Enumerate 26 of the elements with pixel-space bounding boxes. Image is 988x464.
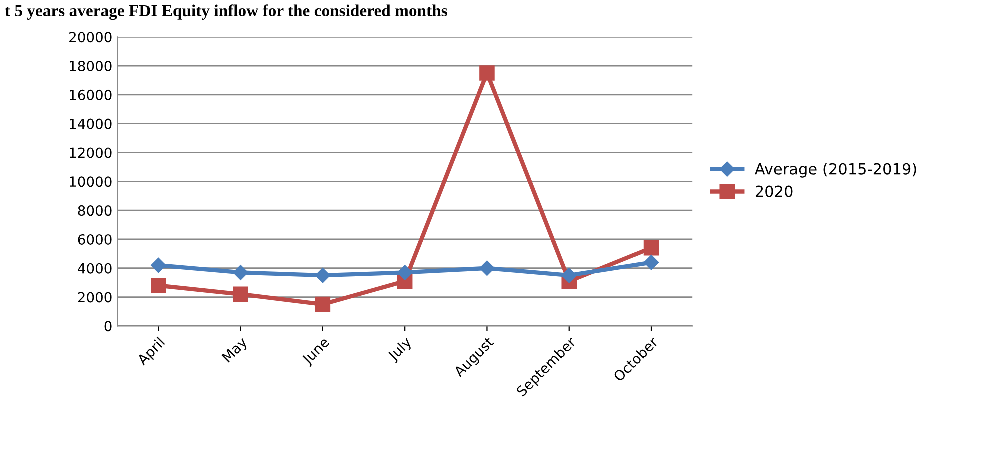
legend-label: Average (2015-2019): [754, 163, 916, 178]
point: [233, 286, 248, 302]
y-tick-label: 6000: [78, 234, 112, 245]
y-tick-label: 14000: [70, 118, 112, 130]
legend-label: 2020: [756, 186, 793, 198]
chart-title: t 5 years average FDI Equity inflow for the considered months: [5, 4, 448, 20]
y-tick-label: 8000: [78, 206, 112, 216]
y-tick-label: 18000: [70, 60, 112, 72]
point: [315, 268, 331, 284]
point: [398, 265, 413, 280]
point: [562, 268, 577, 284]
point: [151, 278, 166, 294]
point: [644, 240, 660, 256]
point: [151, 258, 166, 274]
point: [480, 260, 495, 276]
y-tick-label: 4000: [78, 263, 112, 274]
y-tick-label: 2000: [78, 292, 112, 303]
point: [480, 66, 495, 81]
y-tick-label: 10000: [70, 176, 112, 188]
point: [315, 296, 331, 312]
point: [233, 265, 248, 280]
y-tick-label: 16000: [70, 90, 112, 100]
y-tick-label: 12000: [70, 148, 112, 158]
point: [644, 255, 660, 270]
y-tick-label: 0: [104, 321, 112, 332]
y-tick-label: 20000: [70, 32, 112, 43]
